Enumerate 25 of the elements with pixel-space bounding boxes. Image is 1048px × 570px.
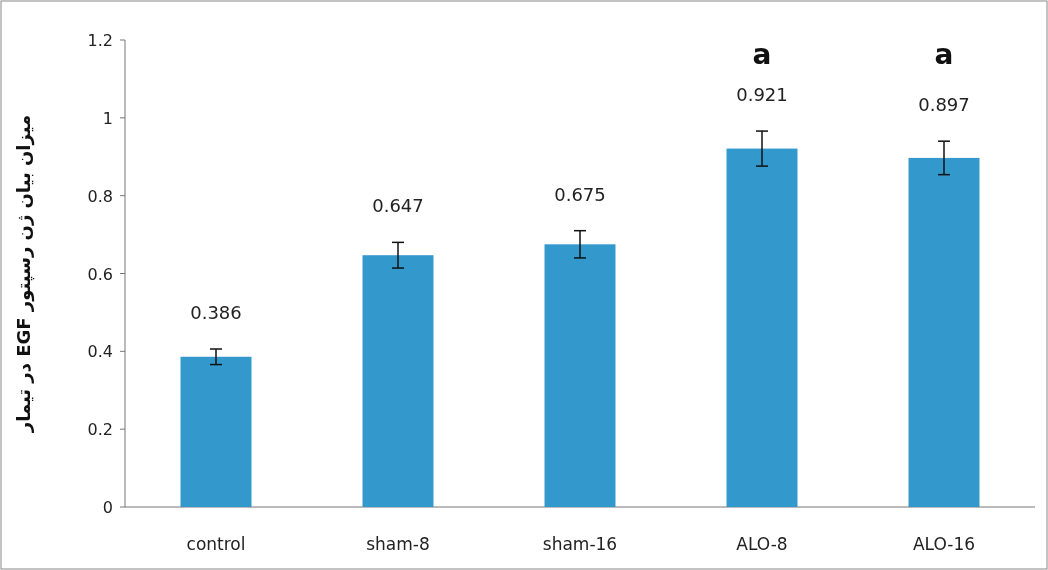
annotation: a — [934, 38, 954, 71]
bar — [180, 356, 252, 507]
y-tick-label: 0.4 — [87, 342, 113, 362]
annotation: a — [752, 38, 772, 71]
x-tick-label: control — [186, 534, 246, 554]
x-tick-label: ALO-8 — [736, 534, 788, 554]
data-label: 0.921 — [736, 84, 788, 106]
x-tick-label: ALO-16 — [912, 534, 976, 554]
data-label: 0.647 — [372, 195, 424, 217]
bar — [908, 157, 980, 507]
bar — [544, 244, 616, 507]
y-tick-label: 0.6 — [87, 264, 113, 284]
y-axis-title: میزان بیان ژن رسپتور EGF در تیمار — [13, 114, 35, 434]
y-tick-label: 1 — [102, 108, 113, 128]
bar — [362, 255, 434, 507]
data-label: 0.675 — [554, 183, 606, 205]
bar — [726, 148, 798, 507]
y-tick-label: 0.2 — [87, 420, 113, 440]
x-tick-label: sham-8 — [366, 534, 430, 554]
y-tick-label: 1.2 — [87, 31, 113, 50]
data-label: 0.897 — [918, 94, 970, 116]
y-tick-label: 0.8 — [87, 186, 113, 206]
y-tick-label: 0 — [102, 498, 113, 517]
data-label: 0.386 — [190, 302, 242, 323]
x-tick-label: sham-16 — [542, 534, 618, 554]
